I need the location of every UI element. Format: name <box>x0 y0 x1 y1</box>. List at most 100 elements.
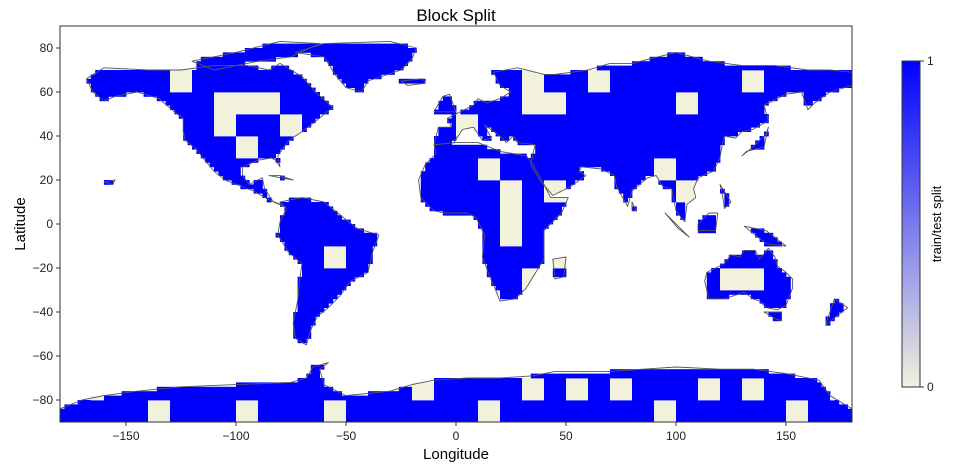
land-block <box>196 413 202 418</box>
land-block <box>306 114 312 119</box>
land-block <box>258 52 263 58</box>
land-block <box>544 224 549 229</box>
land-block <box>209 386 215 392</box>
land-block <box>684 175 690 181</box>
land-block <box>478 202 483 207</box>
land-block <box>535 188 540 194</box>
land-block <box>390 400 395 405</box>
land-block <box>271 395 276 401</box>
land-block <box>297 100 303 106</box>
land-block <box>535 413 540 418</box>
land-block <box>236 74 241 80</box>
land-block <box>315 259 320 264</box>
land-block <box>728 408 734 414</box>
land-block <box>649 61 655 66</box>
land-block <box>90 83 96 88</box>
land-block <box>337 395 342 401</box>
land-block <box>504 136 510 141</box>
land-block <box>728 272 734 278</box>
land-block <box>618 395 624 401</box>
land-block <box>706 144 712 150</box>
land-block <box>654 83 659 88</box>
land-block <box>359 48 364 53</box>
land-block <box>222 140 228 146</box>
land-block <box>605 131 611 137</box>
land-block <box>667 144 672 150</box>
land-block <box>724 100 730 106</box>
land-block <box>319 408 325 414</box>
land-block <box>434 171 439 176</box>
land-block <box>161 78 166 84</box>
land-block <box>284 109 290 115</box>
land-block <box>508 215 514 220</box>
land-block <box>645 144 650 150</box>
land-block <box>438 378 444 383</box>
land-block <box>227 408 232 414</box>
land-block <box>557 408 562 414</box>
land-block <box>253 65 259 71</box>
land-block <box>552 197 558 203</box>
land-block <box>627 87 633 93</box>
land-block <box>266 404 272 410</box>
land-block <box>658 382 664 388</box>
land-block <box>526 96 532 102</box>
land-block <box>486 184 492 190</box>
land-block <box>658 400 664 405</box>
land-block <box>627 70 633 75</box>
land-block <box>715 382 721 388</box>
land-block <box>385 413 391 418</box>
land-block <box>715 369 721 374</box>
land-block <box>332 52 338 58</box>
land-block <box>77 413 83 418</box>
land-block <box>684 373 690 379</box>
land-block <box>588 105 593 110</box>
land-block <box>658 136 664 141</box>
land-block <box>420 188 426 194</box>
land-block <box>508 210 514 216</box>
land-block <box>658 105 664 110</box>
land-block <box>178 386 184 392</box>
land-block <box>636 391 642 396</box>
land-block <box>724 290 730 295</box>
land-block <box>473 404 479 410</box>
land-block <box>456 144 461 150</box>
land-block <box>618 127 624 132</box>
land-block <box>561 180 567 185</box>
land-block <box>667 127 672 132</box>
land-block <box>240 136 246 141</box>
land-block <box>196 404 202 410</box>
land-block <box>134 413 140 418</box>
land-block <box>513 92 518 97</box>
land-block <box>174 78 180 84</box>
land-block <box>284 228 290 234</box>
land-block <box>350 228 356 234</box>
land-block <box>438 105 444 110</box>
land-block <box>500 100 505 106</box>
land-block <box>583 127 589 132</box>
land-block <box>486 210 492 216</box>
land-block <box>196 136 202 141</box>
land-block <box>491 193 496 198</box>
land-block <box>302 246 307 251</box>
land-block <box>297 404 303 410</box>
land-block <box>68 408 74 414</box>
land-block <box>662 78 668 84</box>
land-block <box>262 382 268 388</box>
land-block <box>280 131 285 137</box>
land-block <box>680 158 686 163</box>
land-block <box>733 259 738 264</box>
land-block <box>522 162 527 168</box>
land-block <box>478 382 483 388</box>
land-block <box>640 369 646 374</box>
land-block <box>319 382 325 388</box>
land-block <box>148 417 153 423</box>
land-block <box>473 188 479 194</box>
land-block <box>667 378 672 383</box>
land-block <box>500 285 505 291</box>
land-block <box>711 272 716 278</box>
land-block <box>310 210 316 216</box>
land-block <box>310 109 316 115</box>
land-block <box>297 281 303 286</box>
land-block <box>504 202 510 207</box>
land-block <box>209 144 215 150</box>
